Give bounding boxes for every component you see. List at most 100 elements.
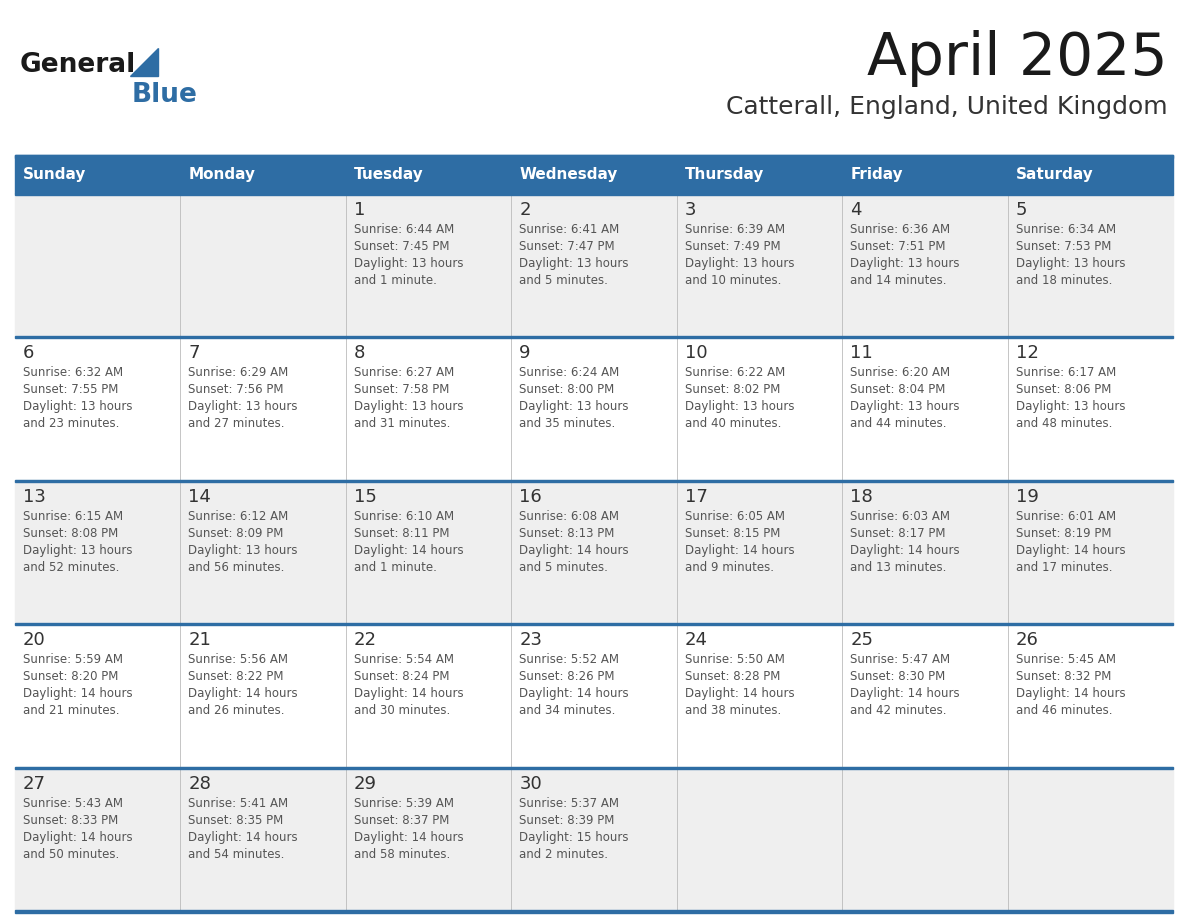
Text: Sunrise: 5:52 AM: Sunrise: 5:52 AM bbox=[519, 654, 619, 666]
Text: 8: 8 bbox=[354, 344, 365, 363]
Text: Sunset: 8:32 PM: Sunset: 8:32 PM bbox=[1016, 670, 1111, 683]
Text: and 18 minutes.: and 18 minutes. bbox=[1016, 274, 1112, 287]
Text: Catterall, England, United Kingdom: Catterall, England, United Kingdom bbox=[726, 95, 1168, 119]
Text: Sunrise: 6:39 AM: Sunrise: 6:39 AM bbox=[684, 223, 785, 236]
Text: Daylight: 14 hours: Daylight: 14 hours bbox=[684, 543, 795, 557]
Text: Daylight: 14 hours: Daylight: 14 hours bbox=[23, 831, 133, 844]
Text: Daylight: 13 hours: Daylight: 13 hours bbox=[1016, 400, 1125, 413]
Text: Daylight: 14 hours: Daylight: 14 hours bbox=[1016, 543, 1125, 557]
Text: Friday: Friday bbox=[851, 166, 903, 182]
Text: 22: 22 bbox=[354, 632, 377, 649]
Text: 23: 23 bbox=[519, 632, 542, 649]
Text: Sunrise: 6:15 AM: Sunrise: 6:15 AM bbox=[23, 509, 124, 522]
Bar bbox=[15, 480, 1173, 482]
Text: Sunset: 8:24 PM: Sunset: 8:24 PM bbox=[354, 670, 449, 683]
Text: 1: 1 bbox=[354, 201, 365, 219]
Text: Daylight: 13 hours: Daylight: 13 hours bbox=[684, 257, 795, 270]
Text: 24: 24 bbox=[684, 632, 708, 649]
Text: Sunset: 8:20 PM: Sunset: 8:20 PM bbox=[23, 670, 119, 683]
Text: Sunset: 7:47 PM: Sunset: 7:47 PM bbox=[519, 240, 615, 253]
Text: 11: 11 bbox=[851, 344, 873, 363]
Text: Sunset: 7:53 PM: Sunset: 7:53 PM bbox=[1016, 240, 1111, 253]
Text: Sunset: 7:58 PM: Sunset: 7:58 PM bbox=[354, 384, 449, 397]
Text: and 26 minutes.: and 26 minutes. bbox=[189, 704, 285, 717]
Text: and 30 minutes.: and 30 minutes. bbox=[354, 704, 450, 717]
Text: Saturday: Saturday bbox=[1016, 166, 1093, 182]
Text: and 34 minutes.: and 34 minutes. bbox=[519, 704, 615, 717]
Text: Sunset: 8:26 PM: Sunset: 8:26 PM bbox=[519, 670, 614, 683]
Text: Sunset: 8:28 PM: Sunset: 8:28 PM bbox=[684, 670, 781, 683]
Text: Sunrise: 6:32 AM: Sunrise: 6:32 AM bbox=[23, 366, 124, 379]
Text: Sunset: 7:55 PM: Sunset: 7:55 PM bbox=[23, 384, 119, 397]
Text: and 46 minutes.: and 46 minutes. bbox=[1016, 704, 1112, 717]
Text: Sunrise: 5:43 AM: Sunrise: 5:43 AM bbox=[23, 797, 124, 810]
Text: Daylight: 14 hours: Daylight: 14 hours bbox=[1016, 688, 1125, 700]
Text: Sunrise: 6:05 AM: Sunrise: 6:05 AM bbox=[684, 509, 785, 522]
Text: Blue: Blue bbox=[132, 82, 198, 108]
Text: Daylight: 14 hours: Daylight: 14 hours bbox=[684, 688, 795, 700]
Text: Sunrise: 6:24 AM: Sunrise: 6:24 AM bbox=[519, 366, 619, 379]
Text: 20: 20 bbox=[23, 632, 46, 649]
Text: Sunrise: 5:39 AM: Sunrise: 5:39 AM bbox=[354, 797, 454, 810]
Text: Sunrise: 5:45 AM: Sunrise: 5:45 AM bbox=[1016, 654, 1116, 666]
Text: Daylight: 14 hours: Daylight: 14 hours bbox=[354, 688, 463, 700]
Text: 13: 13 bbox=[23, 487, 46, 506]
Bar bbox=[15, 336, 1173, 480]
Text: Sunset: 8:17 PM: Sunset: 8:17 PM bbox=[851, 527, 946, 540]
Text: Daylight: 13 hours: Daylight: 13 hours bbox=[354, 400, 463, 413]
Text: 15: 15 bbox=[354, 487, 377, 506]
Text: and 50 minutes.: and 50 minutes. bbox=[23, 847, 119, 860]
Text: Daylight: 13 hours: Daylight: 13 hours bbox=[189, 400, 298, 413]
Text: and 23 minutes.: and 23 minutes. bbox=[23, 418, 119, 431]
Text: Sunday: Sunday bbox=[23, 166, 87, 182]
Bar bbox=[15, 910, 1173, 913]
Text: Sunset: 8:02 PM: Sunset: 8:02 PM bbox=[684, 384, 781, 397]
Text: Sunrise: 6:27 AM: Sunrise: 6:27 AM bbox=[354, 366, 454, 379]
Text: Sunrise: 6:10 AM: Sunrise: 6:10 AM bbox=[354, 509, 454, 522]
Text: 5: 5 bbox=[1016, 201, 1028, 219]
Text: Sunrise: 5:41 AM: Sunrise: 5:41 AM bbox=[189, 797, 289, 810]
Bar bbox=[15, 155, 1173, 193]
Text: Sunset: 8:35 PM: Sunset: 8:35 PM bbox=[189, 813, 284, 826]
Bar bbox=[15, 193, 1173, 195]
Text: Sunset: 7:45 PM: Sunset: 7:45 PM bbox=[354, 240, 449, 253]
Text: and 14 minutes.: and 14 minutes. bbox=[851, 274, 947, 287]
Text: and 38 minutes.: and 38 minutes. bbox=[684, 704, 781, 717]
Text: Sunset: 8:11 PM: Sunset: 8:11 PM bbox=[354, 527, 449, 540]
Text: Sunrise: 5:59 AM: Sunrise: 5:59 AM bbox=[23, 654, 124, 666]
Text: Daylight: 14 hours: Daylight: 14 hours bbox=[354, 543, 463, 557]
Text: Daylight: 13 hours: Daylight: 13 hours bbox=[519, 400, 628, 413]
Text: Daylight: 15 hours: Daylight: 15 hours bbox=[519, 831, 628, 844]
Text: and 56 minutes.: and 56 minutes. bbox=[189, 561, 285, 574]
Text: 14: 14 bbox=[189, 487, 211, 506]
Text: 16: 16 bbox=[519, 487, 542, 506]
Text: and 2 minutes.: and 2 minutes. bbox=[519, 847, 608, 860]
Text: 17: 17 bbox=[684, 487, 708, 506]
Text: Sunset: 7:51 PM: Sunset: 7:51 PM bbox=[851, 240, 946, 253]
Text: Sunset: 7:56 PM: Sunset: 7:56 PM bbox=[189, 384, 284, 397]
Text: Sunset: 8:33 PM: Sunset: 8:33 PM bbox=[23, 813, 119, 826]
Text: 10: 10 bbox=[684, 344, 707, 363]
Text: General: General bbox=[20, 52, 137, 78]
Text: Sunrise: 6:20 AM: Sunrise: 6:20 AM bbox=[851, 366, 950, 379]
Text: Sunset: 8:00 PM: Sunset: 8:00 PM bbox=[519, 384, 614, 397]
Text: Sunrise: 5:56 AM: Sunrise: 5:56 AM bbox=[189, 654, 289, 666]
Text: 25: 25 bbox=[851, 632, 873, 649]
Text: and 44 minutes.: and 44 minutes. bbox=[851, 418, 947, 431]
Text: 12: 12 bbox=[1016, 344, 1038, 363]
Text: 26: 26 bbox=[1016, 632, 1038, 649]
Text: Daylight: 13 hours: Daylight: 13 hours bbox=[851, 257, 960, 270]
Text: Daylight: 14 hours: Daylight: 14 hours bbox=[519, 688, 628, 700]
Bar bbox=[15, 155, 1173, 158]
Text: Sunrise: 6:08 AM: Sunrise: 6:08 AM bbox=[519, 509, 619, 522]
Text: Sunset: 8:19 PM: Sunset: 8:19 PM bbox=[1016, 527, 1111, 540]
Text: and 5 minutes.: and 5 minutes. bbox=[519, 561, 608, 574]
Text: 2: 2 bbox=[519, 201, 531, 219]
Bar bbox=[15, 767, 1173, 768]
Text: Daylight: 13 hours: Daylight: 13 hours bbox=[519, 257, 628, 270]
Text: Sunset: 8:06 PM: Sunset: 8:06 PM bbox=[1016, 384, 1111, 397]
Text: 18: 18 bbox=[851, 487, 873, 506]
Text: 28: 28 bbox=[189, 775, 211, 792]
Text: Sunset: 8:13 PM: Sunset: 8:13 PM bbox=[519, 527, 614, 540]
Text: Daylight: 14 hours: Daylight: 14 hours bbox=[189, 688, 298, 700]
